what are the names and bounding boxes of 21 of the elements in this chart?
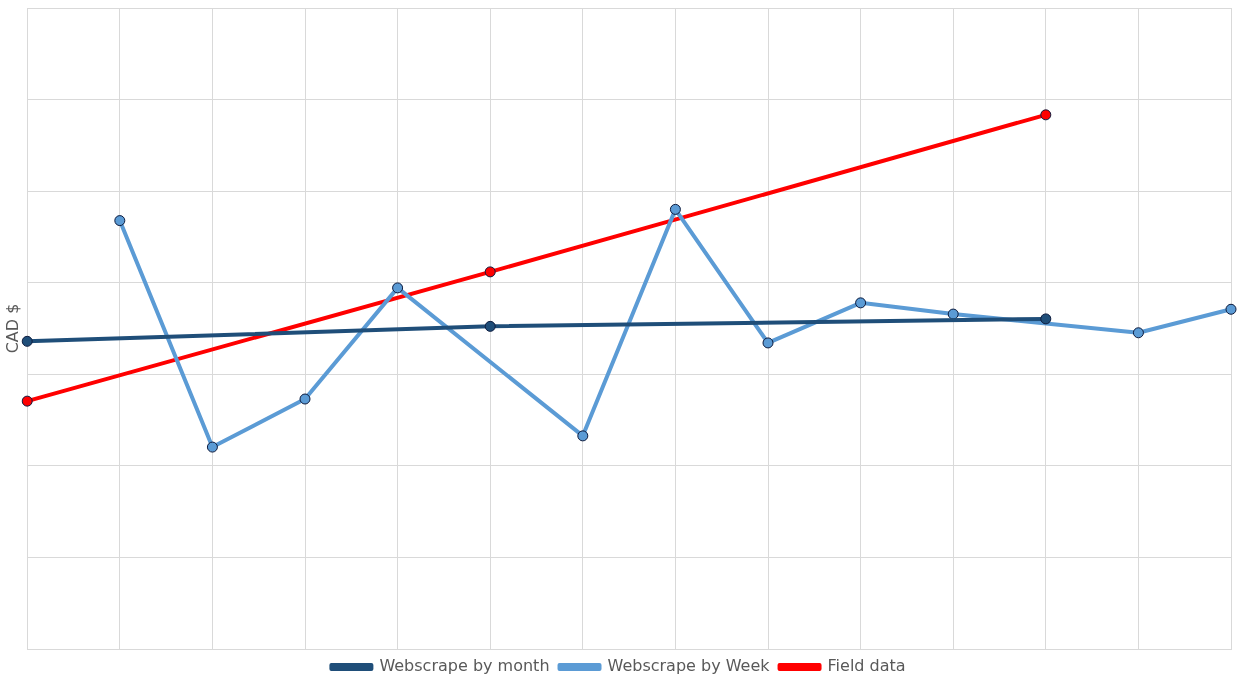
point xyxy=(484,266,496,278)
legend-label: Field data xyxy=(827,656,906,676)
point xyxy=(762,337,774,349)
point xyxy=(206,441,218,453)
point xyxy=(1040,313,1052,325)
legend-label: Webscrape by Week xyxy=(607,656,771,676)
point xyxy=(1040,109,1052,121)
point xyxy=(1225,303,1237,315)
point xyxy=(299,393,311,405)
point xyxy=(855,297,867,309)
point xyxy=(392,282,404,294)
point xyxy=(1132,327,1144,339)
point xyxy=(114,215,126,227)
point xyxy=(577,430,589,442)
point xyxy=(21,335,33,347)
y-axis-title: CAD $ xyxy=(2,303,22,354)
point xyxy=(484,320,496,332)
point xyxy=(21,395,33,407)
point xyxy=(947,308,959,320)
legend-label: Webscrape by month xyxy=(379,656,550,676)
point xyxy=(669,203,681,215)
